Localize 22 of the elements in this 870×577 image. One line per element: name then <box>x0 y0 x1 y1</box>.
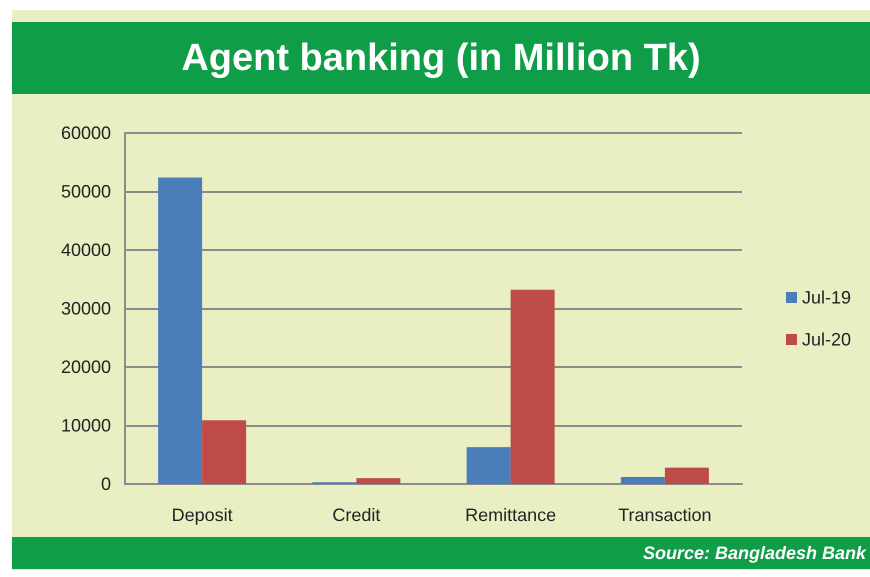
source-note: Source: Bangladesh Bank <box>12 537 870 569</box>
legend-label: Jul-19 <box>802 288 852 308</box>
x-tick-label: Credit <box>332 505 380 525</box>
x-tick-label: Deposit <box>172 505 233 525</box>
y-tick-label: 60000 <box>60 123 111 143</box>
bar <box>510 290 555 484</box>
x-tick-label: Remittance <box>465 505 556 525</box>
bar <box>620 476 665 484</box>
y-tick-label: 0 <box>100 474 111 494</box>
y-tick-label: 40000 <box>60 240 111 260</box>
y-tick-label: 20000 <box>60 357 111 377</box>
bar <box>466 447 511 484</box>
bar <box>664 468 709 484</box>
x-tick-label: Transaction <box>618 505 712 525</box>
bar <box>202 420 246 484</box>
legend-label: Jul-20 <box>802 330 852 350</box>
y-tick-label: 10000 <box>60 416 111 436</box>
chart-title: Agent banking (in Million Tk) <box>12 22 870 94</box>
y-tick-label: 30000 <box>60 298 111 318</box>
bar <box>158 177 202 484</box>
y-tick-label: 50000 <box>60 182 111 202</box>
bar <box>356 478 400 484</box>
